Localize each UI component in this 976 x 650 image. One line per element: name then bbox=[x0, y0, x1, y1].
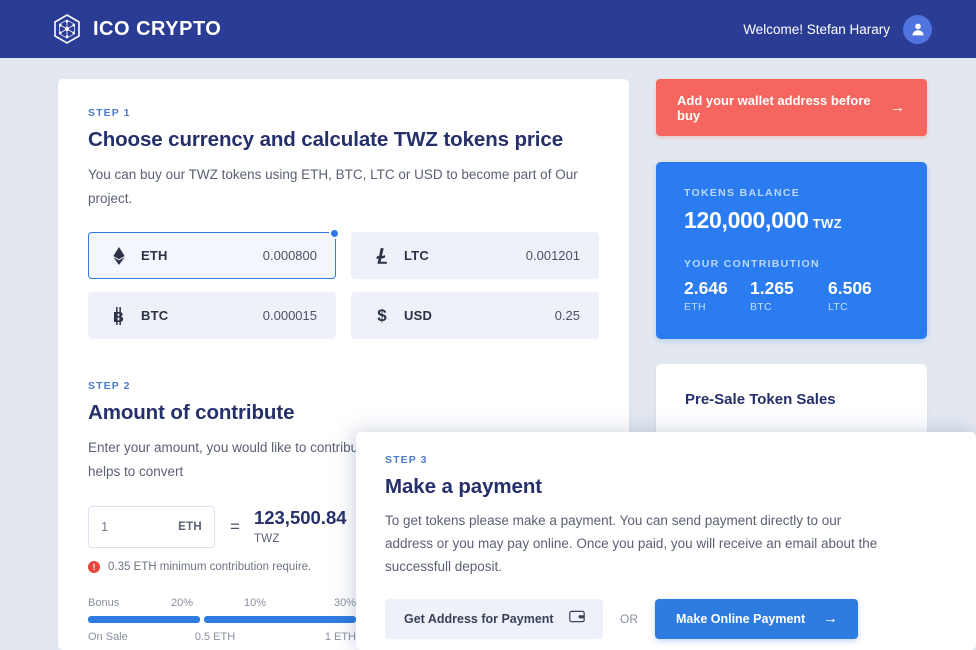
currency-selector: ETH 0.000800 LTC 0.001201 bbox=[88, 228, 599, 340]
currency-rate: 0.000015 bbox=[262, 308, 317, 324]
presale-title: Pre-Sale Token Sales bbox=[685, 391, 836, 408]
add-wallet-address-button[interactable]: Add your wallet address before buy → bbox=[656, 79, 927, 136]
dollar-icon: $ bbox=[377, 306, 387, 326]
get-address-label: Get Address for Payment bbox=[404, 611, 554, 626]
bonus-label: Bonus bbox=[88, 596, 120, 609]
bonus-bar-segment-2 bbox=[204, 615, 356, 623]
contribution-amount: 2.646 bbox=[684, 278, 728, 298]
contribution-list: 2.646 ETH 1.265 BTC 6.506 LTC bbox=[684, 278, 903, 313]
contribution-item: 1.265 BTC bbox=[750, 278, 828, 313]
currency-rate: 0.001201 bbox=[525, 248, 580, 264]
contribution-currency: BTC bbox=[750, 301, 772, 313]
main-content-card: STEP 1 Choose currency and calculate TWZ… bbox=[58, 79, 629, 650]
contribution-amount: 6.506 bbox=[828, 278, 872, 298]
make-online-payment-button[interactable]: Make Online Payment → bbox=[655, 598, 858, 639]
tokens-balance-label: TOKENS BALANCE bbox=[684, 187, 801, 199]
or-separator: OR bbox=[620, 611, 638, 626]
minimum-contribution-warning: ! 0.35 ETH minimum contribution require. bbox=[88, 560, 599, 573]
your-contribution-label: YOUR CONTRIBUTION bbox=[684, 258, 820, 270]
currency-symbol: BTC bbox=[141, 308, 169, 324]
user-avatar-icon bbox=[911, 23, 924, 36]
result-value: 123,500.84 bbox=[253, 507, 347, 529]
currency-symbol: USD bbox=[404, 308, 433, 324]
step-1-section: STEP 1 Choose currency and calculate TWZ… bbox=[88, 107, 599, 340]
step-3-label: STEP 3 bbox=[385, 454, 428, 466]
currency-option-ltc[interactable]: LTC 0.001201 bbox=[351, 232, 599, 280]
contribution-item: 2.646 ETH bbox=[684, 278, 750, 313]
step-1-title: Choose currency and calculate TWZ tokens… bbox=[88, 128, 564, 151]
step-3-overlay-card: STEP 3 Make a payment To get tokens plea… bbox=[356, 432, 976, 650]
bonus-slider: Bonus 20% 10% 30% On Sale 0.5 ETH 1 ETH bbox=[88, 597, 356, 643]
bonus-tier-row: Bonus 20% 10% 30% bbox=[88, 597, 356, 609]
litecoin-icon bbox=[372, 247, 392, 265]
svg-text:B: B bbox=[113, 309, 124, 325]
step-1-label: STEP 1 bbox=[88, 107, 131, 119]
balance-number: 120,000,000 bbox=[684, 207, 809, 233]
error-circle-icon: ! bbox=[88, 560, 100, 573]
currency-option-eth[interactable]: ETH 0.000800 bbox=[88, 228, 340, 280]
bitcoin-icon: B bbox=[109, 306, 129, 325]
step-3-title: Make a payment bbox=[385, 475, 542, 498]
wallet-card-icon bbox=[569, 610, 585, 628]
brand-logo[interactable]: ICO CRYPTO bbox=[52, 13, 221, 45]
contribution-currency: ETH bbox=[684, 301, 706, 313]
brand-name: ICO CRYPTO bbox=[93, 17, 222, 40]
contribution-item: 6.506 LTC bbox=[828, 278, 894, 313]
bonus-tier-2: 10% bbox=[243, 596, 267, 609]
tokens-balance-amount: 120,000,000 TWZ bbox=[684, 207, 903, 234]
currency-rate: 0.25 bbox=[554, 308, 580, 324]
result-unit: TWZ bbox=[253, 532, 280, 545]
bonus-stage-2: 0.5 ETH bbox=[194, 630, 236, 643]
ethereum-icon bbox=[109, 246, 129, 265]
user-welcome: Welcome! Stefan Harary bbox=[743, 14, 932, 44]
equals-sign: = bbox=[230, 516, 240, 536]
currency-symbol: LTC bbox=[404, 248, 429, 264]
wallet-notice-text: Add your wallet address before buy bbox=[677, 92, 871, 123]
payment-actions: Get Address for Payment OR Make Online P… bbox=[385, 598, 946, 639]
step-2-label: STEP 2 bbox=[88, 380, 131, 393]
selected-indicator-dot bbox=[329, 228, 340, 240]
bonus-tier-1: 20% bbox=[170, 596, 194, 609]
balance-unit: TWZ bbox=[812, 216, 842, 231]
currency-option-usd[interactable]: $ USD 0.25 bbox=[351, 292, 599, 340]
bonus-stage-3: 1 ETH bbox=[324, 630, 356, 643]
welcome-text: Welcome! Stefan Harary bbox=[743, 21, 890, 37]
step-1-description: You can buy our TWZ tokens using ETH, BT… bbox=[88, 167, 578, 206]
bonus-stage-1: On Sale bbox=[88, 630, 128, 643]
bonus-bar-segment-1 bbox=[88, 615, 200, 623]
step-3-description: To get tokens please make a payment. You… bbox=[385, 513, 878, 575]
tokens-balance-card: TOKENS BALANCE 120,000,000 TWZ YOUR CONTR… bbox=[656, 162, 927, 339]
bonus-tier-3: 30% bbox=[333, 596, 356, 609]
step-2-title: Amount of contribute bbox=[88, 401, 295, 425]
contribution-amount: 1.265 bbox=[750, 278, 794, 298]
bonus-progress-bars[interactable] bbox=[88, 615, 356, 623]
arrow-right-icon: → bbox=[823, 610, 838, 628]
hexagon-network-icon bbox=[52, 13, 82, 45]
currency-rate: 0.000800 bbox=[262, 248, 317, 264]
amount-input[interactable]: 1 ETH bbox=[88, 505, 215, 548]
contribution-currency: LTC bbox=[828, 301, 848, 313]
warning-text: 0.35 ETH minimum contribution require. bbox=[108, 560, 312, 573]
token-calculator: 1 ETH = 123,500.84 TWZ bbox=[88, 505, 599, 548]
app-header: ICO CRYPTO Welcome! Stefan Harary bbox=[0, 0, 976, 58]
amount-input-unit: ETH bbox=[178, 520, 202, 533]
currency-symbol: ETH bbox=[141, 248, 168, 264]
calculation-result: 123,500.84 TWZ bbox=[253, 507, 347, 545]
arrow-right-icon: → bbox=[890, 99, 905, 116]
amount-input-value: 1 bbox=[101, 519, 109, 534]
avatar[interactable] bbox=[903, 14, 932, 44]
bonus-stage-row: On Sale 0.5 ETH 1 ETH bbox=[88, 631, 356, 643]
currency-option-btc[interactable]: B BTC 0.000015 bbox=[88, 292, 336, 340]
online-payment-label: Make Online Payment bbox=[676, 611, 806, 626]
get-address-for-payment-button[interactable]: Get Address for Payment bbox=[385, 598, 603, 639]
